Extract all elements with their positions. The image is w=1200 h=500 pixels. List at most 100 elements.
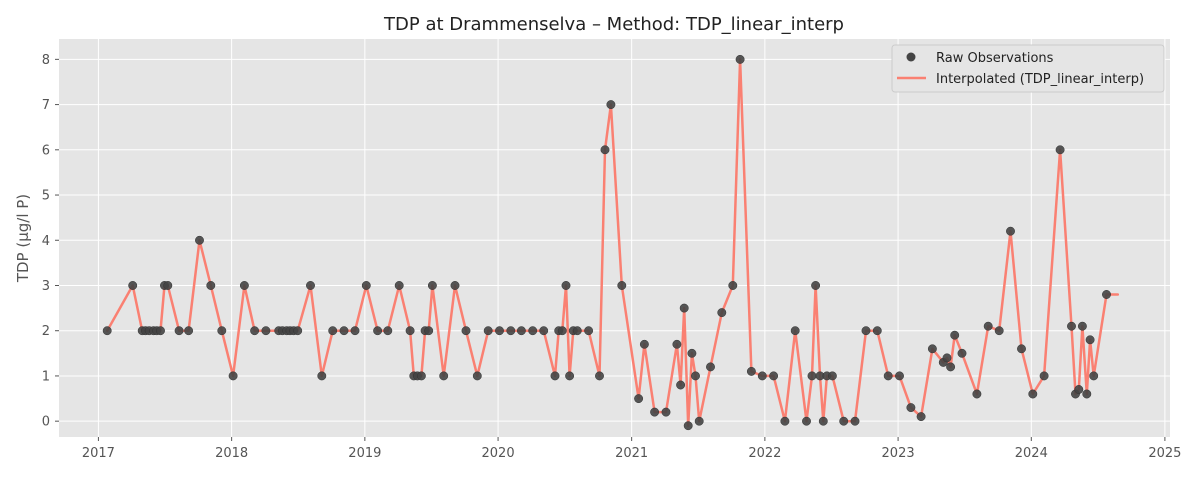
data-point — [957, 348, 967, 358]
data-point — [1085, 335, 1095, 345]
data-point — [1074, 385, 1084, 394]
data-point — [350, 326, 360, 336]
data-point — [807, 371, 817, 381]
data-point — [769, 371, 779, 381]
data-point — [600, 145, 610, 155]
y-tick-label: 5 — [42, 189, 50, 204]
data-point — [174, 326, 184, 336]
x-axis: 2017 2018 2019 2020 2021 2022 2023 2024 2025 — [82, 437, 1181, 461]
x-tick-label: 2021 — [615, 446, 648, 461]
data-point — [683, 421, 693, 431]
data-point — [561, 281, 571, 290]
data-point — [572, 326, 582, 336]
data-point — [994, 326, 1004, 336]
data-point — [163, 281, 173, 290]
data-point — [1055, 145, 1065, 155]
data-point — [1017, 344, 1026, 354]
data-point — [650, 407, 660, 417]
data-point — [450, 281, 460, 290]
data-point — [128, 281, 138, 290]
data-point — [679, 303, 689, 313]
x-tick-label: 2023 — [882, 446, 915, 461]
data-point — [827, 371, 837, 381]
data-point — [883, 371, 893, 381]
y-axis: 0 1 2 3 4 5 6 7 8 — [42, 53, 59, 430]
data-point — [717, 308, 727, 318]
x-tick-label: 2019 — [348, 446, 381, 461]
y-tick-label: 0 — [42, 415, 50, 430]
data-point — [972, 389, 982, 399]
data-point — [565, 371, 575, 381]
data-point — [306, 281, 315, 290]
y-tick-label: 7 — [42, 98, 50, 113]
y-tick-label: 2 — [42, 324, 50, 339]
data-point — [661, 407, 671, 417]
x-tick-label: 2024 — [1015, 446, 1048, 461]
data-point — [802, 416, 811, 426]
data-point — [483, 326, 493, 336]
data-point — [694, 416, 704, 426]
data-point — [1077, 321, 1087, 331]
data-point — [373, 326, 383, 336]
data-point — [818, 416, 828, 426]
data-point — [906, 403, 916, 413]
data-point — [261, 326, 271, 336]
data-point — [811, 281, 821, 290]
data-point — [1039, 371, 1049, 381]
data-point — [228, 371, 238, 381]
data-point — [639, 339, 649, 349]
legend-marker-raw-observations — [906, 52, 916, 62]
data-point — [495, 326, 504, 336]
data-point — [617, 281, 627, 290]
data-point — [405, 326, 415, 336]
legend-label-interpolated: Interpolated (TDP_linear_interp) — [936, 72, 1144, 87]
data-point — [746, 366, 756, 376]
y-tick-label: 4 — [42, 234, 50, 249]
data-point — [416, 371, 426, 381]
data-point — [506, 326, 516, 336]
data-point — [735, 54, 745, 64]
data-point — [424, 326, 434, 336]
data-point — [850, 416, 860, 426]
data-point — [983, 321, 993, 331]
data-point — [394, 281, 404, 290]
data-point — [217, 326, 227, 336]
chart-title: TDP at Drammenselva – Method: TDP_linear… — [383, 14, 844, 35]
data-point — [195, 235, 204, 245]
x-tick-label: 2018 — [215, 446, 248, 461]
data-point — [728, 281, 738, 290]
data-point — [916, 412, 926, 422]
data-point — [439, 371, 449, 381]
data-point — [606, 100, 616, 110]
data-point — [1006, 226, 1015, 236]
data-point — [927, 344, 937, 354]
data-point — [672, 339, 682, 349]
data-point — [872, 326, 882, 336]
data-point — [676, 380, 686, 390]
y-tick-label: 3 — [42, 279, 50, 294]
data-point — [895, 371, 904, 381]
y-axis-label: TDP (µg/l P) — [14, 194, 32, 283]
data-point — [550, 371, 560, 381]
data-point — [790, 326, 800, 336]
data-point — [461, 326, 471, 336]
data-point — [942, 353, 952, 363]
x-tick-label: 2025 — [1148, 446, 1181, 461]
plot-background — [59, 39, 1170, 437]
data-point — [239, 281, 249, 290]
data-point — [516, 326, 526, 336]
data-point — [1102, 290, 1111, 299]
x-tick-label: 2017 — [82, 446, 115, 461]
data-point — [780, 416, 790, 426]
data-point — [1028, 389, 1038, 399]
data-point — [472, 371, 482, 381]
data-point — [539, 326, 549, 336]
data-point — [339, 326, 349, 336]
x-tick-label: 2022 — [748, 446, 781, 461]
data-point — [427, 281, 437, 290]
data-point — [383, 326, 393, 336]
data-point — [1067, 321, 1076, 331]
y-tick-label: 1 — [42, 369, 50, 384]
data-point — [1082, 389, 1092, 399]
